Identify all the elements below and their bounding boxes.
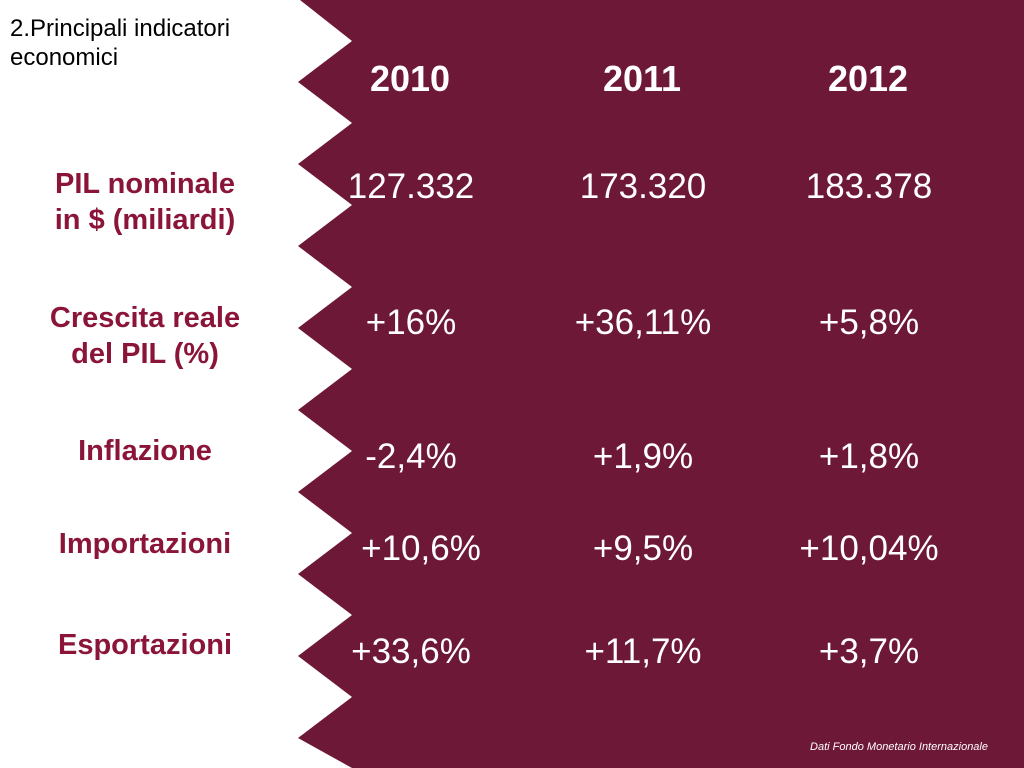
- value-cell: 127.332: [347, 167, 475, 206]
- value-cell: +5,8%: [818, 303, 920, 342]
- value-cell: 183.378: [805, 167, 933, 206]
- row-label-pil-nominale: PIL nominale in $ (miliardi): [20, 166, 270, 238]
- row-label-inflazione: Inflazione: [20, 433, 270, 469]
- year-header-2012: 2012: [827, 58, 909, 99]
- source-note: Dati Fondo Monetario Internazionale: [810, 741, 988, 753]
- row-label-line: Crescita reale: [49, 302, 241, 334]
- value-cell: -2,4%: [365, 437, 457, 476]
- row-label-line: Inflazione: [78, 435, 212, 467]
- value-cell: +1,8%: [818, 437, 920, 476]
- value-cell: +9,5%: [592, 529, 694, 568]
- year-header-2010: 2010: [369, 58, 451, 99]
- slide-title: 2.Principali indicatori economici: [10, 15, 231, 71]
- value-cell: +16%: [365, 303, 457, 342]
- value-cell: +1,9%: [592, 437, 694, 476]
- value-cell: +10,04%: [799, 529, 939, 568]
- row-label-line: del PIL (%): [71, 338, 219, 370]
- value-cell: 173.320: [579, 167, 707, 206]
- row-label-esportazioni: Esportazioni: [20, 627, 270, 663]
- row-label-line: PIL nominale: [55, 168, 235, 200]
- value-cell: +33,6%: [351, 632, 471, 671]
- value-cell: +3,7%: [818, 632, 920, 671]
- row-label-line: Importazioni: [58, 528, 232, 560]
- row-label-crescita-reale: Crescita reale del PIL (%): [20, 300, 270, 372]
- value-cell: +10,6%: [361, 529, 481, 568]
- value-cell: +36,11%: [574, 303, 712, 342]
- value-cell: +11,7%: [584, 632, 702, 671]
- row-label-line: in $ (miliardi): [54, 204, 236, 236]
- row-label-line: Esportazioni: [57, 629, 232, 661]
- row-label-importazioni: Importazioni: [20, 526, 270, 562]
- year-header-2011: 2011: [602, 58, 682, 99]
